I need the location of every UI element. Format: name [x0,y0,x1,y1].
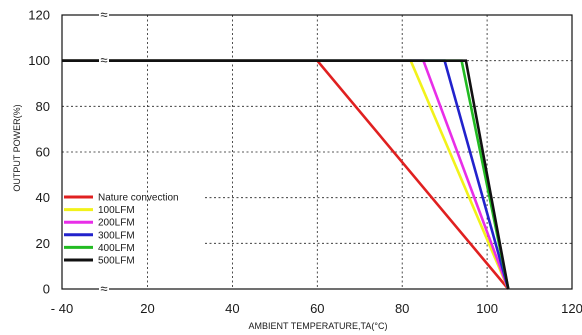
legend-label: 300LFM [98,230,135,241]
y-tick-label: 20 [36,236,50,251]
y-tick-label: 120 [28,8,50,23]
x-tick-label: 80 [395,301,409,316]
y-tick-label: 60 [36,145,50,160]
y-tick-label: 0 [43,282,50,297]
x-tick-label: - 40 [51,301,73,316]
y-axis-title: OUTPUT POWER(%) [12,104,22,191]
legend-label: Nature convection [98,193,179,204]
legend-label: 500LFM [98,256,135,267]
x-tick-label: 100 [476,301,498,316]
legend-label: 100LFM [98,205,135,216]
y-tick-label: 40 [36,190,50,205]
axis-break-mark: ≈ [100,281,107,296]
legend-label: 200LFM [98,218,135,229]
x-tick-label: 120 [561,301,582,316]
axis-break-mark: ≈ [100,7,107,22]
y-tick-label: 80 [36,99,50,114]
legend-label: 400LFM [98,243,135,254]
axis-break-mark: ≈ [100,53,107,68]
y-tick-label: 100 [28,53,50,68]
x-tick-label: 60 [310,301,324,316]
x-tick-label: 20 [140,301,154,316]
x-axis-title: AMBIENT TEMPERATURE,TA(°C) [249,321,388,331]
x-tick-label: 40 [225,301,239,316]
